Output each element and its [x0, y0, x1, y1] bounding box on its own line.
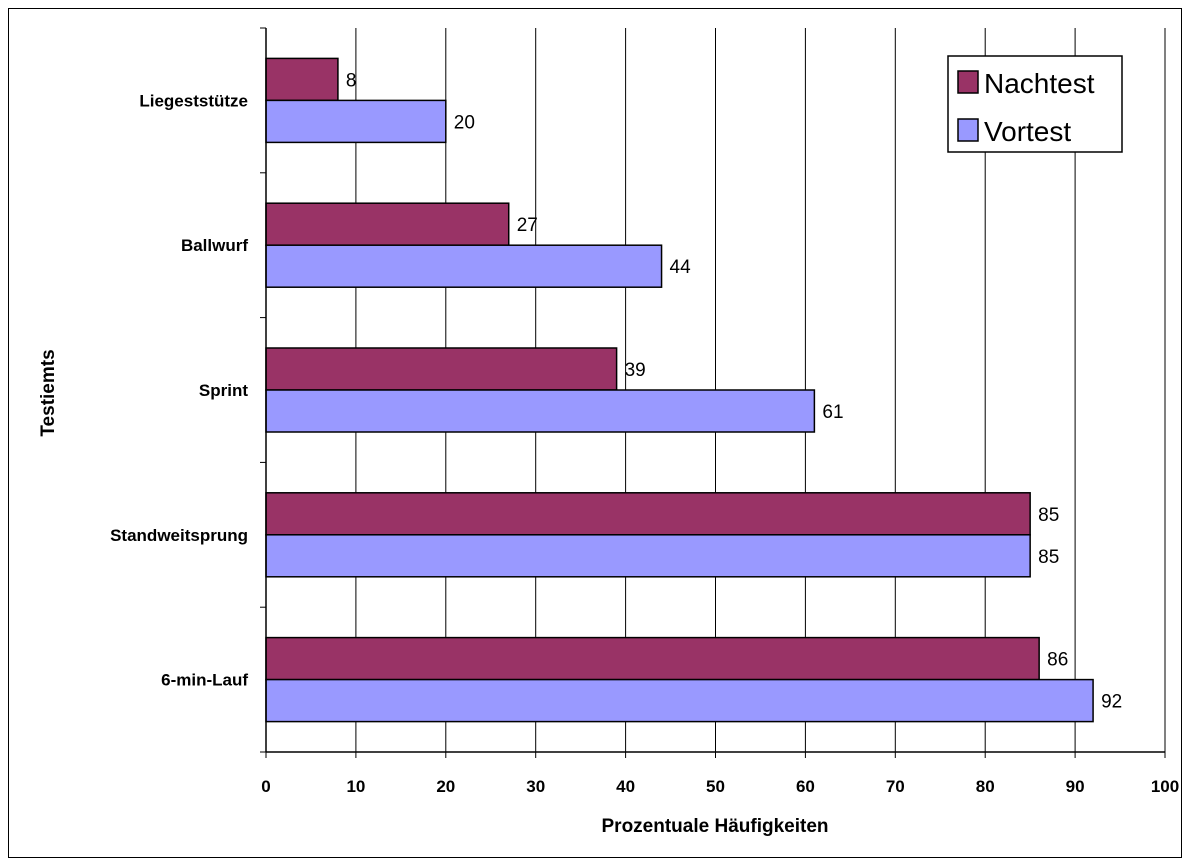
data-label-nachtest-1: 27 — [517, 215, 538, 236]
bar-nachtest-0 — [265, 57, 339, 102]
data-label-vortest-1: 44 — [670, 257, 692, 278]
x-tick-label-80: 80 — [976, 777, 995, 796]
x-tick-label-10: 10 — [346, 777, 365, 796]
x-tick-label-90: 90 — [1066, 777, 1085, 796]
data-label-vortest-3: 85 — [1038, 547, 1059, 568]
bars — [265, 57, 1094, 723]
bar-nachtest-3 — [265, 492, 1031, 536]
bar-vortest-4 — [265, 678, 1094, 723]
x-tick-label-30: 30 — [526, 777, 545, 796]
legend-swatch-nachtest — [957, 70, 979, 94]
x-tick-label-0: 0 — [261, 777, 270, 796]
legend-swatch-vortest — [957, 118, 979, 142]
data-label-vortest-0: 20 — [454, 112, 475, 133]
bar-vortest-1 — [265, 244, 663, 288]
x-tick-label-50: 50 — [706, 777, 725, 796]
bar-nachtest-1 — [265, 202, 510, 246]
y-axis-title: Testiemts — [38, 349, 59, 436]
data-label-nachtest-3: 85 — [1038, 505, 1059, 526]
bar-nachtest-2 — [265, 347, 618, 391]
data-label-vortest-2: 61 — [822, 402, 843, 423]
bar-vortest-2 — [265, 389, 816, 433]
x-tick-label-70: 70 — [886, 777, 905, 796]
x-tick-label-20: 20 — [436, 777, 455, 796]
category-label: Ballwurf — [181, 236, 248, 255]
category-label: Liegeststütze — [139, 91, 248, 110]
axes — [260, 27, 1166, 758]
labels: 0 10 20 30 40 50 60 70 80 90 100 Liegeststütze 8 20 Ba… — [110, 70, 1179, 796]
category-label: Standweitsprung — [110, 526, 248, 545]
x-tick-label-40: 40 — [616, 777, 635, 796]
x-tick-label-100: 100 — [1151, 777, 1179, 796]
x-axis-title: Prozentuale Häufigkeiten — [602, 816, 829, 837]
legend-label-vortest: Vortest — [984, 116, 1071, 147]
data-label-nachtest-2: 39 — [625, 360, 646, 381]
legend-label-nachtest: Nachtest — [984, 68, 1095, 99]
category-label: 6-min-Lauf — [161, 671, 248, 690]
category-label: Sprint — [199, 381, 248, 400]
bar-nachtest-4 — [265, 636, 1040, 681]
bar-vortest-0 — [265, 99, 447, 144]
data-label-nachtest-4: 86 — [1047, 650, 1068, 671]
data-label-vortest-4: 92 — [1101, 692, 1122, 713]
x-tick-label-60: 60 — [796, 777, 815, 796]
bar-vortest-3 — [265, 534, 1031, 578]
data-label-nachtest-0: 8 — [346, 70, 357, 91]
legend: Nachtest Vortest — [947, 55, 1123, 153]
